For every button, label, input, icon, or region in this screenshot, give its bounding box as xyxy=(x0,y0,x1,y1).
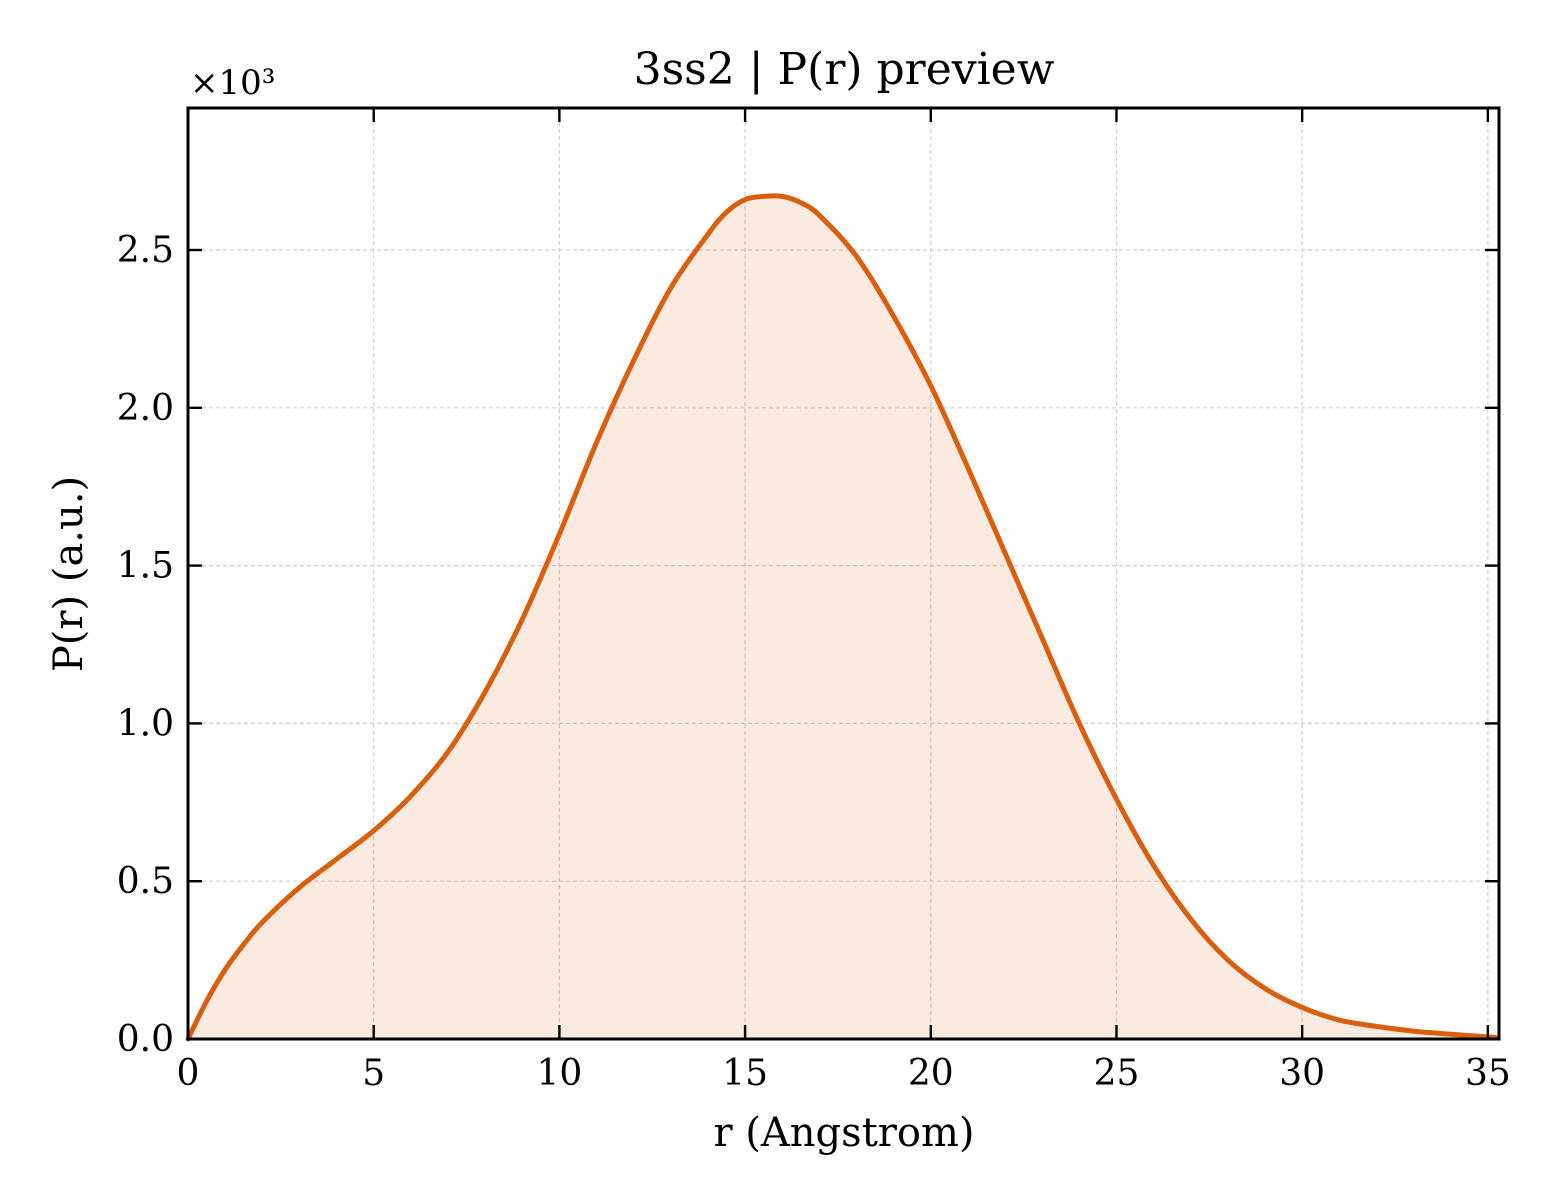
x-tick-label: 10 xyxy=(536,1053,582,1094)
x-tick-label: 35 xyxy=(1465,1053,1511,1094)
y-multiplier: ×10³ xyxy=(190,63,275,103)
x-tick-label: 15 xyxy=(722,1053,768,1094)
area-layer xyxy=(185,193,1498,1042)
y-tick-label: 1.0 xyxy=(117,703,174,744)
area-fill xyxy=(188,195,1496,1040)
y-tick-labels: 0.0 0.5 1.0 1.5 2.0 2.5 xyxy=(117,230,174,1060)
y-tick-label: 0.0 xyxy=(117,1019,174,1060)
x-tick-label: 20 xyxy=(908,1053,954,1094)
x-tick-label: 30 xyxy=(1279,1053,1325,1094)
chart-title: 3ss2 | P(r) preview xyxy=(634,44,1055,95)
series-line xyxy=(185,193,1498,1042)
y-tick-label: 0.5 xyxy=(117,861,174,902)
y-axis-label: P(r) (a.u.) xyxy=(46,476,92,672)
x-tick-labels: 0 5 10 15 20 25 30 35 xyxy=(177,1053,1511,1094)
x-axis-label: r (Angstrom) xyxy=(713,1110,974,1156)
y-tick-label: 2.5 xyxy=(117,230,174,271)
grid-lines xyxy=(187,108,1499,1039)
x-tick-label: 25 xyxy=(1094,1053,1140,1094)
y-tick-label: 1.5 xyxy=(117,546,174,587)
x-tick-label: 5 xyxy=(362,1053,385,1094)
x-tick-label: 0 xyxy=(177,1053,200,1094)
plot-frame xyxy=(186,106,1501,1041)
y-tick-label: 2.0 xyxy=(117,388,174,429)
